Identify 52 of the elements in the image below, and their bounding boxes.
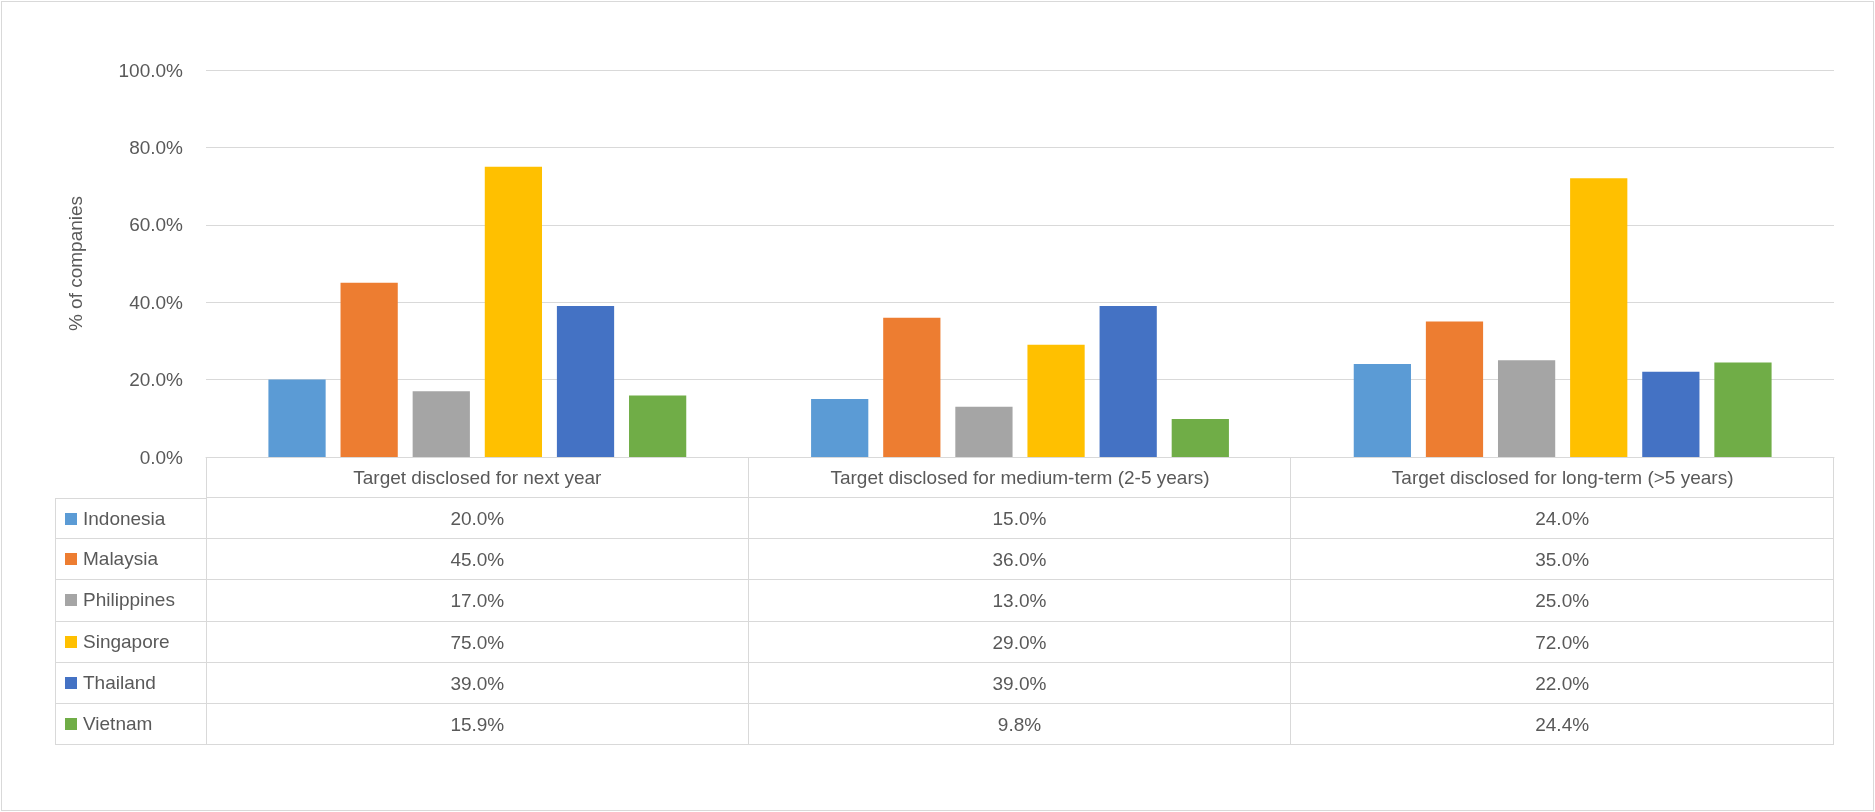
data-label: 39.0% [206,662,749,704]
bar [1642,371,1700,457]
data-label: 24.0% [1291,498,1834,540]
legend-label: Vietnam [83,713,153,736]
bar [1027,344,1085,457]
data-label: 13.0% [748,580,1292,622]
data-label: 25.0% [1291,580,1834,622]
y-tick-label: 80.0% [129,136,184,158]
data-label: 72.0% [1291,621,1834,663]
bar [811,398,869,457]
data-label: 22.0% [1291,662,1834,704]
y-tick-label: 40.0% [129,291,184,313]
bar [629,395,687,457]
bar [268,379,326,457]
data-label: 45.0% [206,539,749,581]
bar [1353,364,1411,457]
data-label: 36.0% [748,539,1292,581]
data-label: 20.0% [206,498,749,540]
x-tick-label: Target disclosed for long-term (>5 years) [1391,467,1734,488]
bar [1099,306,1157,457]
data-label: 75.0% [206,621,749,663]
bar [412,391,470,457]
legend-label: Indonesia [83,507,166,530]
bar [1570,178,1628,457]
x-tick-label: Target disclosed for next year [353,467,603,488]
bar [1497,360,1556,457]
bar [1171,419,1229,457]
bar [1714,362,1772,457]
data-label: 39.0% [748,662,1292,704]
y-tick-label: 20.0% [129,369,184,391]
legend-label: Malaysia [83,548,158,571]
y-axis-title: % of companies [65,195,86,332]
x-tick-label: Target disclosed for medium-term (2-5 years) [830,467,1210,488]
bar [556,306,615,457]
data-label: 17.0% [206,580,749,622]
bar [1425,321,1484,457]
y-tick-label: 60.0% [129,214,184,236]
legend-label: Thailand [83,671,156,694]
data-label: 9.8% [748,704,1292,746]
data-label: 29.0% [748,621,1292,663]
data-label: 35.0% [1291,539,1834,581]
data-label: 15.0% [748,498,1292,540]
legend-label: Singapore [83,630,170,653]
bar [484,166,543,457]
data-label: 24.4% [1291,704,1834,746]
bar [955,406,1013,457]
data-label: 15.9% [206,704,749,746]
bar [883,317,941,457]
y-tick-label: 100.0% [118,59,184,81]
bar [340,282,398,457]
legend-label: Philippines [83,589,175,612]
y-tick-label: 0.0% [139,446,184,468]
